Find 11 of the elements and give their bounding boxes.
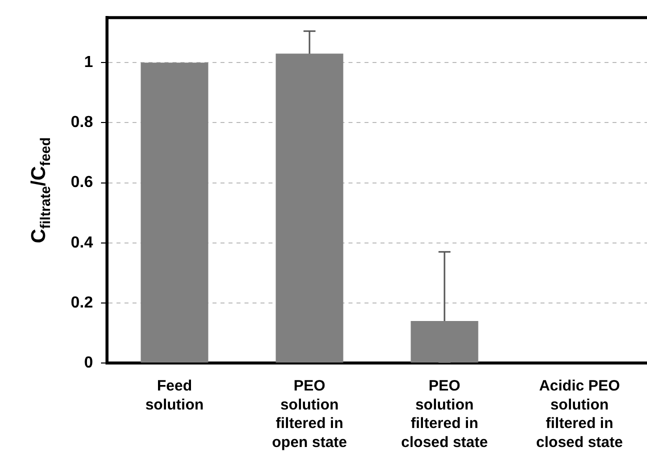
y-tick-label: 0.6 [70,174,94,192]
x-tick-label: PEO solution filtered in open state [272,378,348,451]
y-tick-label: 0.8 [70,114,94,132]
y-axis-title: Cfiltrate/Cfeed [28,137,53,244]
y-tick-label: 1 [84,54,94,72]
y-tick-label: 0.2 [70,294,94,312]
y-tick-label: 0.4 [70,234,94,252]
x-tick-label: PEO solution filtered in closed state [401,378,488,451]
x-tick-label: Acidic PEO solution filtered in closed state [536,378,623,451]
y-tick-label: 0 [84,354,94,372]
x-tick-label: Feed solution [145,378,204,414]
